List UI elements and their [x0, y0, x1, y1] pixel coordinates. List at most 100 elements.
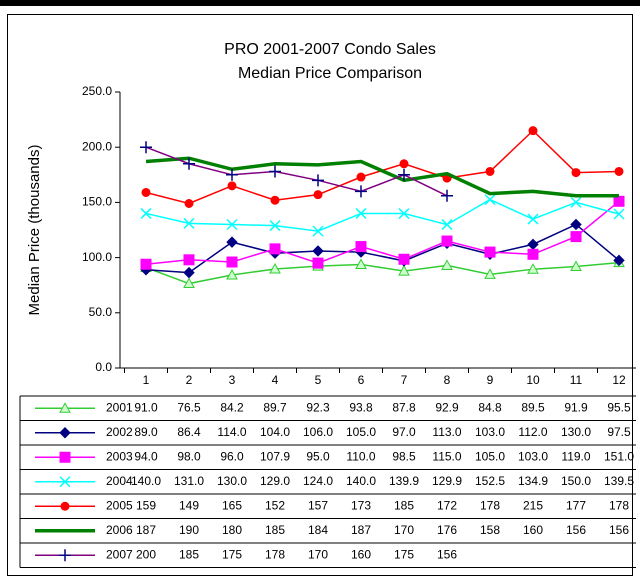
- chart-subtitle: Median Price Comparison: [238, 65, 422, 82]
- table-value: 105.0: [475, 449, 505, 463]
- point-marker: [570, 260, 582, 272]
- table-value: 130.0: [561, 425, 591, 439]
- table-value: 156: [437, 547, 457, 561]
- table-value: 95.0: [306, 449, 330, 463]
- table-value: 86.4: [177, 425, 201, 439]
- table-value: 150.0: [561, 474, 591, 488]
- table-value: 185: [265, 523, 285, 537]
- point-marker: [269, 165, 281, 178]
- table-value: 152.5: [475, 474, 505, 488]
- point-marker: [226, 218, 238, 231]
- table-value: 175: [394, 547, 414, 561]
- point-marker: [484, 246, 496, 258]
- point-marker: [441, 219, 453, 231]
- legend-marker: [59, 549, 71, 562]
- point-marker: [398, 208, 410, 220]
- table-value: 176: [437, 523, 457, 537]
- table-value: 190: [179, 523, 199, 537]
- table-value: 151.0: [604, 449, 634, 463]
- top-bar: [0, 0, 640, 6]
- table-value: 76.5: [177, 400, 201, 414]
- point-marker: [313, 190, 323, 200]
- point-marker: [226, 168, 238, 181]
- table-value: 96.0: [220, 449, 244, 463]
- point-marker: [226, 236, 238, 248]
- point-marker: [527, 263, 539, 274]
- x-tick-label: 4: [272, 373, 279, 387]
- point-marker: [441, 235, 453, 247]
- point-marker: [226, 269, 238, 280]
- point-marker: [484, 194, 496, 206]
- y-tick-label: 50.0: [89, 305, 113, 319]
- x-tick-label: 5: [315, 373, 322, 387]
- point-marker: [613, 208, 625, 220]
- table-value: 175: [222, 547, 242, 561]
- legend-label: 2002: [106, 425, 133, 439]
- table-value: 215: [523, 498, 543, 512]
- point-marker: [527, 213, 539, 225]
- table-value: 103.0: [518, 449, 548, 463]
- point-marker: [527, 248, 539, 260]
- table-value: 110.0: [346, 449, 375, 463]
- table-value: 158: [480, 523, 500, 537]
- legend-label: 2006: [106, 523, 133, 537]
- point-marker: [441, 259, 453, 270]
- point-marker: [398, 265, 410, 276]
- point-marker: [355, 207, 367, 219]
- point-marker: [355, 241, 367, 253]
- y-tick-label: 200.0: [82, 139, 112, 153]
- point-marker: [528, 126, 538, 136]
- table-value: 184: [308, 523, 328, 537]
- table-value: 114.0: [217, 425, 246, 439]
- table-value: 98.0: [177, 449, 201, 463]
- table-value: 115.0: [432, 449, 461, 463]
- legend-label: 2001: [106, 400, 133, 414]
- table-value: 149: [179, 498, 199, 512]
- point-marker: [355, 185, 367, 198]
- point-marker: [312, 225, 324, 237]
- point-marker: [183, 254, 195, 266]
- point-marker: [141, 187, 151, 197]
- y-axis-label: Median Price (thousands): [26, 145, 43, 316]
- point-marker: [183, 157, 195, 170]
- point-marker: [614, 166, 624, 176]
- point-marker: [183, 266, 195, 279]
- y-tick-label: 150.0: [82, 195, 112, 209]
- series-line: [145, 261, 620, 285]
- table-value: 159: [136, 498, 156, 512]
- point-marker: [226, 256, 238, 268]
- point-marker: [570, 196, 582, 208]
- series-line: [145, 200, 620, 265]
- table-value: 156: [566, 523, 586, 537]
- x-tick-label: 2: [186, 373, 193, 387]
- table-value: 180: [222, 523, 242, 537]
- table-value: 98.5: [392, 449, 416, 463]
- table-value: 84.8: [478, 400, 502, 414]
- table-value: 178: [265, 547, 285, 561]
- point-marker: [441, 189, 453, 202]
- legend-marker: [59, 402, 71, 413]
- point-marker: [571, 168, 581, 178]
- table-value: 113.0: [432, 425, 461, 439]
- point-marker: [140, 207, 152, 219]
- x-tick-label: 8: [444, 373, 451, 387]
- point-marker: [570, 218, 582, 231]
- table-value: 92.3: [306, 400, 330, 414]
- table-value: 187: [351, 523, 371, 537]
- point-marker: [355, 258, 367, 269]
- chart-title: PRO 2001-2007 Condo Sales: [224, 41, 436, 58]
- x-tick-label: 11: [570, 373, 583, 387]
- point-marker: [140, 141, 152, 154]
- point-marker: [613, 195, 625, 207]
- table-value: 170: [394, 523, 414, 537]
- point-marker: [269, 262, 281, 274]
- point-marker: [270, 195, 280, 205]
- x-tick-label: 7: [401, 373, 408, 387]
- table-value: 91.0: [134, 400, 158, 414]
- point-marker: [269, 220, 281, 232]
- table-value: 89.0: [134, 425, 158, 439]
- table-value: 129.9: [432, 474, 462, 488]
- table-value: 165: [222, 498, 242, 512]
- point-marker: [269, 243, 281, 255]
